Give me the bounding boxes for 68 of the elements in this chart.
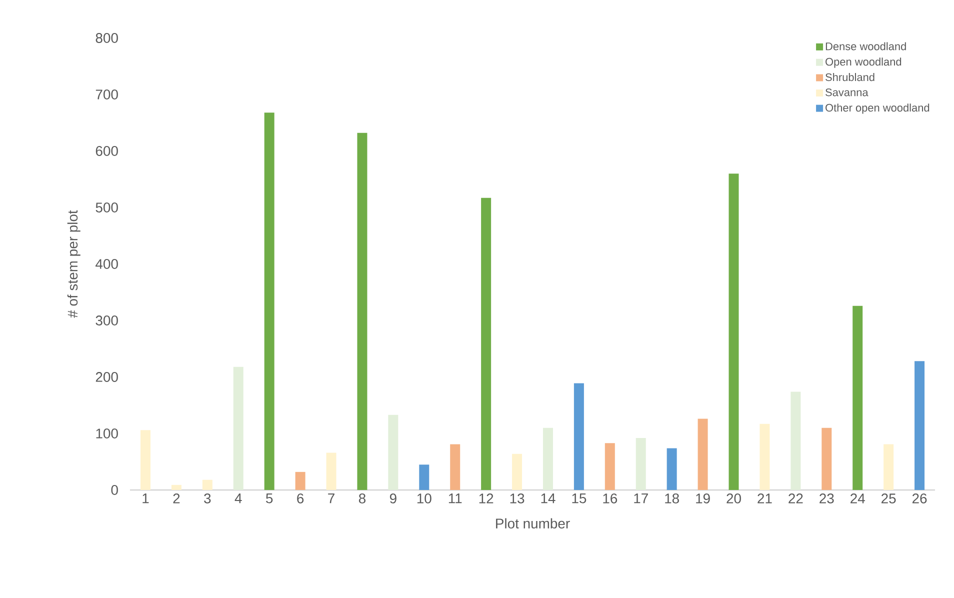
x-tick-label: 12 (479, 494, 494, 504)
x-tick-label: 14 (541, 494, 556, 504)
x-tick-label: 23 (820, 494, 834, 504)
bar (202, 480, 212, 490)
bar (790, 392, 801, 490)
bar (357, 132, 368, 490)
bar (326, 452, 336, 490)
bar (264, 112, 274, 490)
x-tick-label: 19 (696, 494, 710, 504)
y-tick-label: 300 (96, 316, 118, 326)
x-tick-label: 8 (358, 494, 366, 504)
x-tick-label: 20 (726, 494, 741, 504)
bar (481, 198, 492, 490)
legend-label: Shrubland (826, 73, 874, 82)
y-tick-label: 500 (96, 202, 118, 212)
x-tick-label: 22 (788, 494, 803, 504)
x-tick-label: 25 (882, 494, 896, 504)
x-tick-label: 24 (850, 494, 865, 504)
x-axis-title: Plot number (496, 518, 570, 528)
y-tick-label: 200 (96, 372, 118, 382)
x-tick-label: 5 (266, 494, 273, 504)
x-tick-label: 15 (572, 494, 586, 504)
bar (698, 418, 708, 490)
bar (852, 306, 863, 490)
bar (822, 428, 832, 490)
x-tick-label: 11 (448, 494, 462, 504)
x-tick-label: 17 (634, 494, 648, 504)
bar (140, 430, 150, 490)
bar (760, 424, 770, 490)
x-tick-label: 9 (390, 494, 396, 504)
bar (542, 428, 553, 490)
y-tick-label: 700 (96, 90, 118, 100)
bar (388, 414, 398, 490)
bar (636, 438, 646, 490)
bar (171, 484, 182, 490)
x-tick-label: 1 (142, 494, 149, 504)
bar (233, 366, 244, 490)
x-tick-label: 7 (328, 494, 334, 504)
legend-label: Open woodland (826, 58, 902, 68)
x-tick-label: 16 (603, 494, 618, 504)
bar (512, 454, 522, 490)
y-tick-label: 400 (96, 259, 118, 269)
bar (666, 448, 677, 490)
y-axis-title: # of stem per plot (67, 210, 80, 318)
bar (884, 444, 894, 490)
bar (574, 383, 584, 490)
legend-label: Savanna (826, 88, 868, 96)
x-tick-label: 21 (758, 494, 772, 504)
x-tick-label: 13 (510, 494, 524, 504)
y-tick-label: 100 (96, 428, 118, 438)
x-tick-label: 10 (417, 494, 432, 504)
x-tick-label: 3 (204, 494, 211, 504)
x-tick-label: 4 (234, 494, 242, 504)
bar (914, 361, 925, 490)
bar (295, 472, 306, 490)
legend-label: Dense woodland (826, 42, 906, 50)
bar (728, 174, 739, 490)
y-tick-label: 0 (111, 485, 118, 495)
bar (419, 464, 430, 490)
y-tick-label: 600 (96, 146, 118, 156)
x-tick-label: 18 (665, 494, 679, 504)
bar (604, 443, 615, 490)
legend-label: Other open woodland (826, 104, 930, 114)
x-tick-label: 26 (912, 494, 927, 504)
bar (450, 444, 460, 490)
y-tick-label: 800 (96, 33, 118, 43)
x-tick-label: 6 (297, 494, 304, 504)
x-tick-label: 2 (173, 494, 180, 504)
